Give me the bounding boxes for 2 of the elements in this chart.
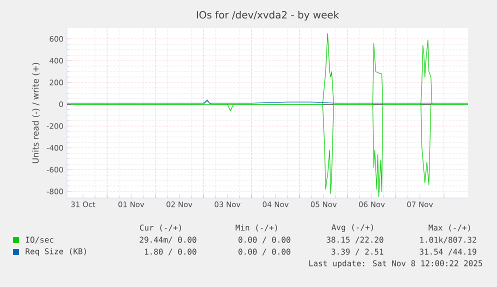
- chart-title: IOs for /dev/xvda2 - by week: [196, 10, 340, 20]
- y-axis-title: Units read (-) / write (+): [32, 62, 40, 164]
